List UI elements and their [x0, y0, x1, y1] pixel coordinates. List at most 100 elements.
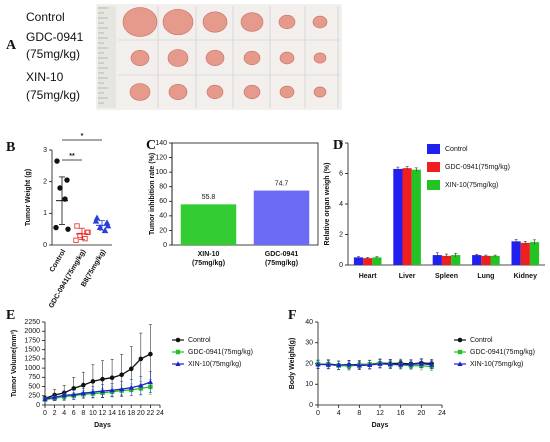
marker [51, 394, 58, 400]
legend-swatch [427, 162, 440, 172]
x-axis-label: Days [372, 422, 389, 429]
y-tick-label: 80 [159, 184, 167, 191]
marker [64, 177, 70, 183]
marker [128, 384, 134, 390]
x-tick-label: 22 [147, 410, 155, 417]
y-tick-label: 0 [163, 242, 167, 249]
bar [372, 257, 382, 265]
y-tick-label: 0 [309, 402, 313, 409]
x-axis-label: Days [94, 422, 111, 429]
tumor [240, 12, 264, 32]
marker [90, 389, 96, 395]
tumor [243, 50, 261, 66]
panel-label: B [6, 140, 15, 155]
tumor [312, 15, 328, 29]
x-tick-label: 16 [397, 410, 405, 417]
tumor [167, 49, 189, 67]
x-tick-label: 12 [99, 410, 107, 417]
x-tick-label: 16 [118, 410, 126, 417]
y-tick-label: 40 [159, 213, 167, 220]
y-tick-label: 60 [159, 198, 167, 205]
legend-swatch [427, 144, 440, 154]
y-axis-label: Tumor Volume(mm³) [11, 330, 18, 397]
marker [100, 376, 105, 382]
marker [74, 223, 80, 229]
plot-frame [171, 142, 319, 246]
bar [472, 255, 482, 265]
legend-label: XIN-10(75mg/kg) [188, 361, 241, 368]
marker [398, 361, 404, 367]
x-tick-label: 14 [108, 410, 116, 417]
marker [96, 223, 104, 230]
marker [336, 362, 342, 368]
marker [53, 224, 59, 231]
row-label: GDC-0941 [26, 30, 84, 44]
y-tick-label: 1 [43, 210, 47, 217]
series-line [317, 363, 432, 367]
y-tick-label: 8 [339, 140, 343, 147]
marker [128, 366, 134, 372]
tumor [313, 86, 327, 98]
y-axis-label: Tumor Weight (g) [25, 169, 32, 226]
marker [138, 382, 144, 388]
y-tick-label: 0 [339, 262, 343, 269]
marker [408, 361, 414, 367]
marker [325, 361, 331, 367]
tumor [278, 14, 296, 30]
panel-label: C [146, 138, 156, 153]
marker [429, 361, 435, 367]
marker [71, 391, 77, 397]
marker [119, 386, 125, 392]
y-axis-label: Body Weight(g) [289, 338, 296, 390]
y-tick-label: 0 [43, 242, 47, 249]
bar [520, 242, 530, 265]
x-tick-label: 24 [156, 410, 164, 417]
bar [353, 257, 364, 265]
tumor [129, 83, 151, 101]
y-tick-label: 250 [28, 393, 40, 400]
ruler [98, 6, 116, 108]
y-tick-label: 1500 [24, 347, 40, 354]
x-tick-label: Spleen [435, 273, 458, 280]
y-tick-label: 4 [339, 201, 343, 208]
y-tick-label: 2 [339, 231, 343, 238]
bar [529, 242, 540, 265]
x-tick-label: GDC-0941 [265, 251, 299, 258]
x-tick-label: (75mg/kg) [265, 260, 298, 267]
y-tick-label: 10 [305, 381, 313, 388]
legend-marker [175, 337, 181, 343]
marker [367, 362, 373, 367]
marker [73, 237, 79, 243]
y-tick-label: 3 [43, 147, 47, 154]
y-tick-label: 40 [305, 319, 313, 326]
marker [109, 375, 115, 381]
x-tick-label: 8 [357, 410, 361, 417]
bar [411, 169, 421, 265]
x-tick-label: Liver [399, 273, 416, 280]
marker [42, 396, 48, 402]
legend-label: Control [470, 337, 493, 344]
tumor [313, 52, 327, 64]
marker [315, 361, 321, 367]
bar [451, 255, 461, 265]
x-tick-label: 8 [81, 410, 85, 417]
y-tick-label: 750 [28, 374, 40, 381]
panel-label: F [288, 308, 297, 323]
marker [54, 158, 60, 164]
bar [402, 168, 412, 265]
marker [92, 217, 100, 224]
legend-label: XIN-10(75mg/kg) [445, 182, 498, 189]
marker [138, 356, 144, 362]
legend-marker [457, 337, 463, 343]
y-tick-label: 0 [36, 402, 40, 409]
tumor [168, 84, 188, 100]
marker [418, 360, 424, 366]
value-label: 55.8 [202, 194, 216, 201]
tumor [205, 50, 225, 66]
y-tick-label: 6 [339, 170, 343, 177]
marker [71, 386, 77, 391]
bar [490, 255, 500, 265]
y-tick-label: 2000 [24, 328, 40, 335]
panel-label: E [6, 308, 15, 323]
